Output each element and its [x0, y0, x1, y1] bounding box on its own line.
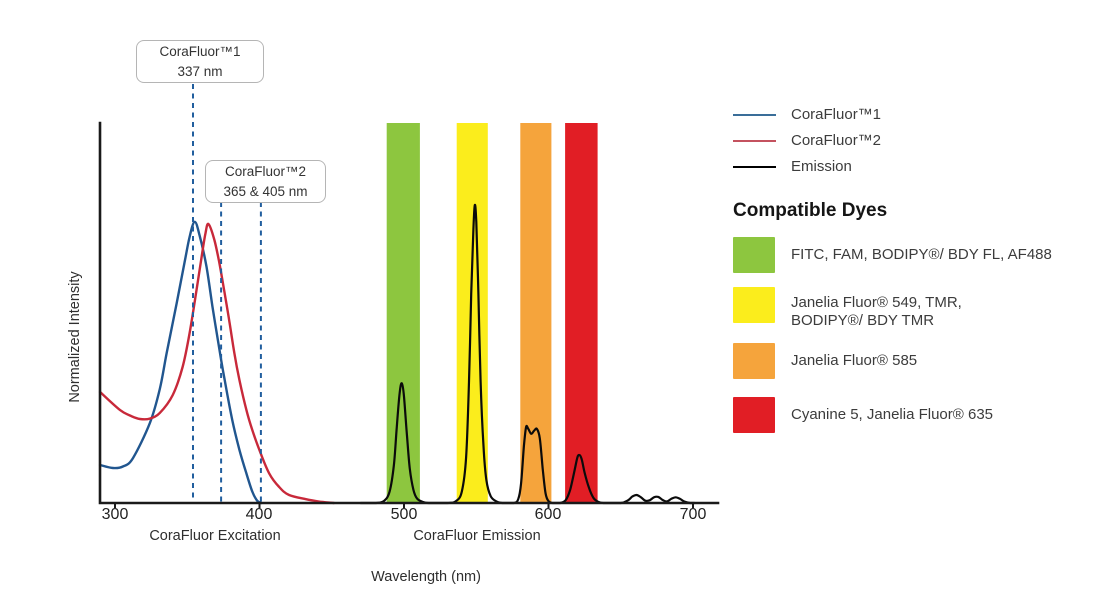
- dye-label: Janelia Fluor® 549, TMR, BODIPY®/ BDY TM…: [791, 294, 962, 329]
- legend-item-corafluor2: CoraFluor™2: [733, 132, 882, 149]
- x-tick-label: 600: [534, 506, 562, 523]
- callout-corafluor1-value: 337 nm: [177, 63, 223, 79]
- x-tick-label: 700: [679, 506, 707, 523]
- dye-label: Janelia Fluor® 585: [791, 352, 918, 370]
- compatible-dyes-title: Compatible Dyes: [733, 200, 888, 221]
- dye-label-line: BODIPY®/ BDY TMR: [791, 311, 935, 329]
- legend: CoraFluor™1 CoraFluor™2 Emission: [733, 106, 882, 185]
- callout-corafluor2-value: 365 & 405 nm: [223, 183, 308, 199]
- series-1: [98, 222, 336, 505]
- yellow-swatch: [733, 287, 775, 323]
- excitation-section-label: CoraFluor Excitation: [149, 528, 281, 544]
- dye-row-green: FITC, FAM, BODIPY®/ BDY FL, AF488: [733, 237, 1052, 273]
- green-filter-band: [386, 123, 420, 503]
- callout-corafluor1-title: CoraFluor™1: [159, 43, 241, 59]
- red-filter-band: [565, 123, 598, 503]
- spectra-chart: [98, 84, 720, 508]
- legend-line-red: [733, 139, 776, 142]
- legend-label: Emission: [791, 158, 852, 175]
- axes: [98, 121, 720, 505]
- orange-swatch: [733, 343, 775, 379]
- dye-label: Cyanine 5, Janelia Fluor® 635: [791, 406, 994, 424]
- x-tick-label: 400: [245, 506, 273, 523]
- series-0: [98, 220, 263, 505]
- callout-corafluor2-title: CoraFluor™2: [224, 163, 307, 179]
- legend-item-corafluor1: CoraFluor™1: [733, 106, 882, 123]
- dye-row-orange: Janelia Fluor® 585: [733, 343, 917, 379]
- x-tick-label: 300: [101, 506, 129, 523]
- x-tick-label: 500: [390, 506, 418, 523]
- legend-line-black: [733, 165, 776, 168]
- green-swatch: [733, 237, 775, 273]
- dye-row-red: Cyanine 5, Janelia Fluor® 635: [733, 397, 993, 433]
- red-swatch: [733, 397, 775, 433]
- legend-item-emission: Emission: [733, 158, 881, 175]
- legend-label: CoraFluor™2: [791, 132, 882, 149]
- legend-line-blue: [733, 113, 776, 116]
- dye-row-yellow: Janelia Fluor® 549, TMR, BODIPY®/ BDY TM…: [733, 287, 962, 329]
- dye-label-line: Janelia Fluor® 549, TMR,: [791, 294, 962, 311]
- callout-corafluor2: CoraFluor™2 365 & 405 nm: [205, 160, 326, 203]
- emission-section-label: CoraFluor Emission: [413, 528, 541, 544]
- x-axis-label: Wavelength (nm): [371, 569, 481, 585]
- series-2: [359, 203, 696, 505]
- legend-label: CoraFluor™1: [791, 106, 882, 123]
- dye-label: FITC, FAM, BODIPY®/ BDY FL, AF488: [791, 246, 1052, 264]
- callout-corafluor1: CoraFluor™1 337 nm: [136, 40, 264, 83]
- y-axis-label: Normalized Intensity: [67, 271, 83, 403]
